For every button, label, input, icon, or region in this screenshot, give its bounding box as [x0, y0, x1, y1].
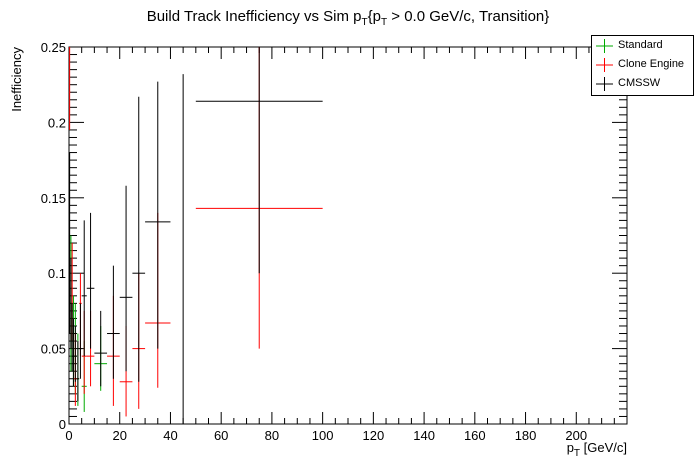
data-point-cmssw: [81, 220, 87, 357]
x-tick-label: 0: [65, 428, 72, 443]
legend-label-cmssw: CMSSW: [618, 77, 661, 89]
y-tick-label: 0.05: [41, 342, 66, 357]
legend-marker-clone-engine: [596, 58, 613, 72]
y-tick-label: 0.1: [48, 266, 66, 281]
data-point-cmssw: [195, 47, 323, 274]
legend-marker-cmssw: [596, 77, 613, 91]
data-point-cmssw: [94, 310, 108, 387]
x-tick-label: 180: [515, 428, 537, 443]
legend-entry-cmssw: CMSSW: [592, 75, 693, 93]
x-tick-label: 80: [265, 428, 279, 443]
data-point-cmssw: [86, 212, 95, 349]
y-axis-label: Inefficiency: [9, 47, 24, 112]
x-axis-label: pT [GeV/c]: [567, 440, 627, 459]
data-point-cmssw: [74, 325, 77, 382]
legend-marker-standard: [596, 39, 613, 53]
data-point-cmssw: [70, 258, 72, 349]
data-point-cmssw: [71, 303, 73, 372]
data-point-cmssw: [79, 303, 82, 379]
chart-title: Build Track Inefficiency vs Sim pT{pT > …: [146, 8, 550, 28]
x-tick-label: 140: [413, 428, 435, 443]
y-tick-label: 0: [59, 417, 66, 432]
x-tick-label: 60: [214, 428, 228, 443]
legend-entry-clone-engine: Clone Engine: [592, 56, 693, 74]
x-tick-label: 160: [464, 428, 486, 443]
data-point-cmssw: [69, 152, 71, 334]
data-point-cmssw: [119, 185, 133, 372]
y-tick-label: 0.15: [41, 191, 66, 206]
data-point-clone-engine: [69, 47, 71, 130]
x-tick-label: 20: [112, 428, 126, 443]
x-tick-label: 120: [363, 428, 385, 443]
x-tick-label: 200: [565, 428, 587, 443]
data-point-cmssw: [132, 96, 146, 382]
plot-frame: [68, 46, 628, 425]
legend-label-clone-engine: Clone Engine: [618, 58, 685, 70]
x-tick-label: 40: [163, 428, 177, 443]
data-point-cmssw: [76, 341, 80, 402]
y-tick-label: 0.2: [48, 115, 66, 130]
legend-label-standard: Standard: [618, 39, 663, 51]
data-point-cmssw: [107, 265, 120, 379]
legend-entry-standard: Standard: [592, 37, 693, 55]
data-point-cmssw: [72, 318, 75, 387]
data-point-cmssw: [145, 81, 171, 349]
x-tick-label: 100: [312, 428, 334, 443]
legend: Standard Clone Engine CMSSW: [591, 35, 694, 96]
y-tick-label: 0.25: [41, 40, 66, 55]
